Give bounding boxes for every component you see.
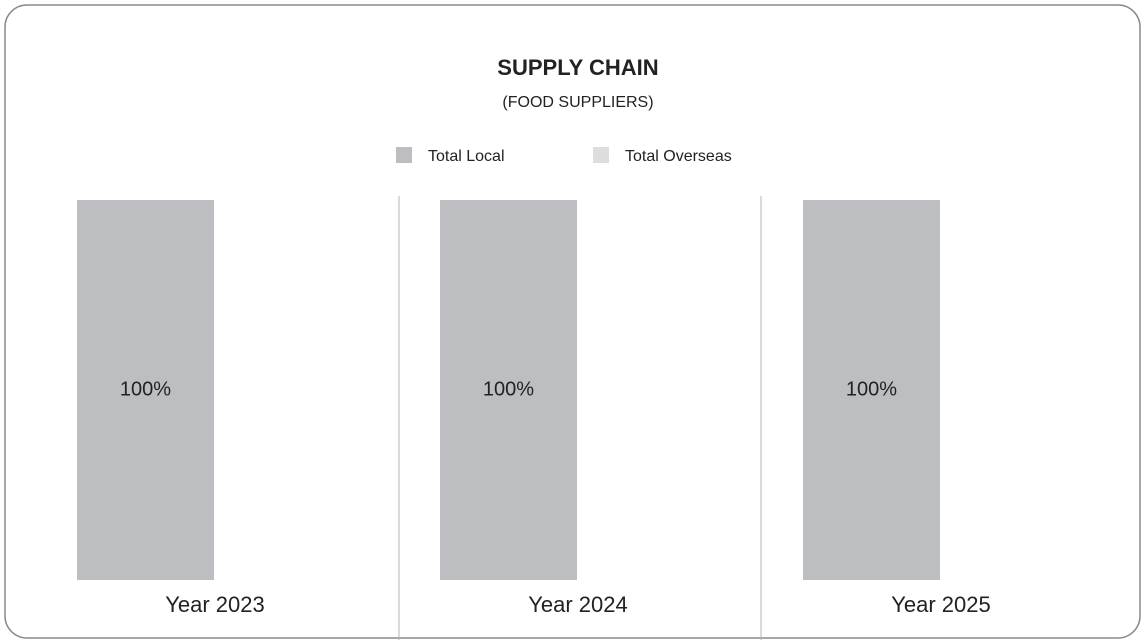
x-tick-label: Year 2025 <box>891 592 991 617</box>
legend-label: Total Local <box>428 148 505 165</box>
legend-swatch <box>593 147 609 163</box>
x-tick-label: Year 2024 <box>528 592 628 617</box>
value-label: 100% <box>120 378 171 400</box>
bar-segment <box>77 200 214 580</box>
chart-title: SUPPLY CHAIN <box>497 55 658 80</box>
legend-label: Total Overseas <box>625 148 732 165</box>
legend-swatch <box>396 147 412 163</box>
bar-segment <box>803 200 940 580</box>
bar-segment <box>440 200 577 580</box>
value-label: 100% <box>483 378 534 400</box>
x-tick-label: Year 2023 <box>165 592 265 617</box>
value-label: 100% <box>846 378 897 400</box>
chart-subtitle: (FOOD SUPPLIERS) <box>502 94 653 111</box>
